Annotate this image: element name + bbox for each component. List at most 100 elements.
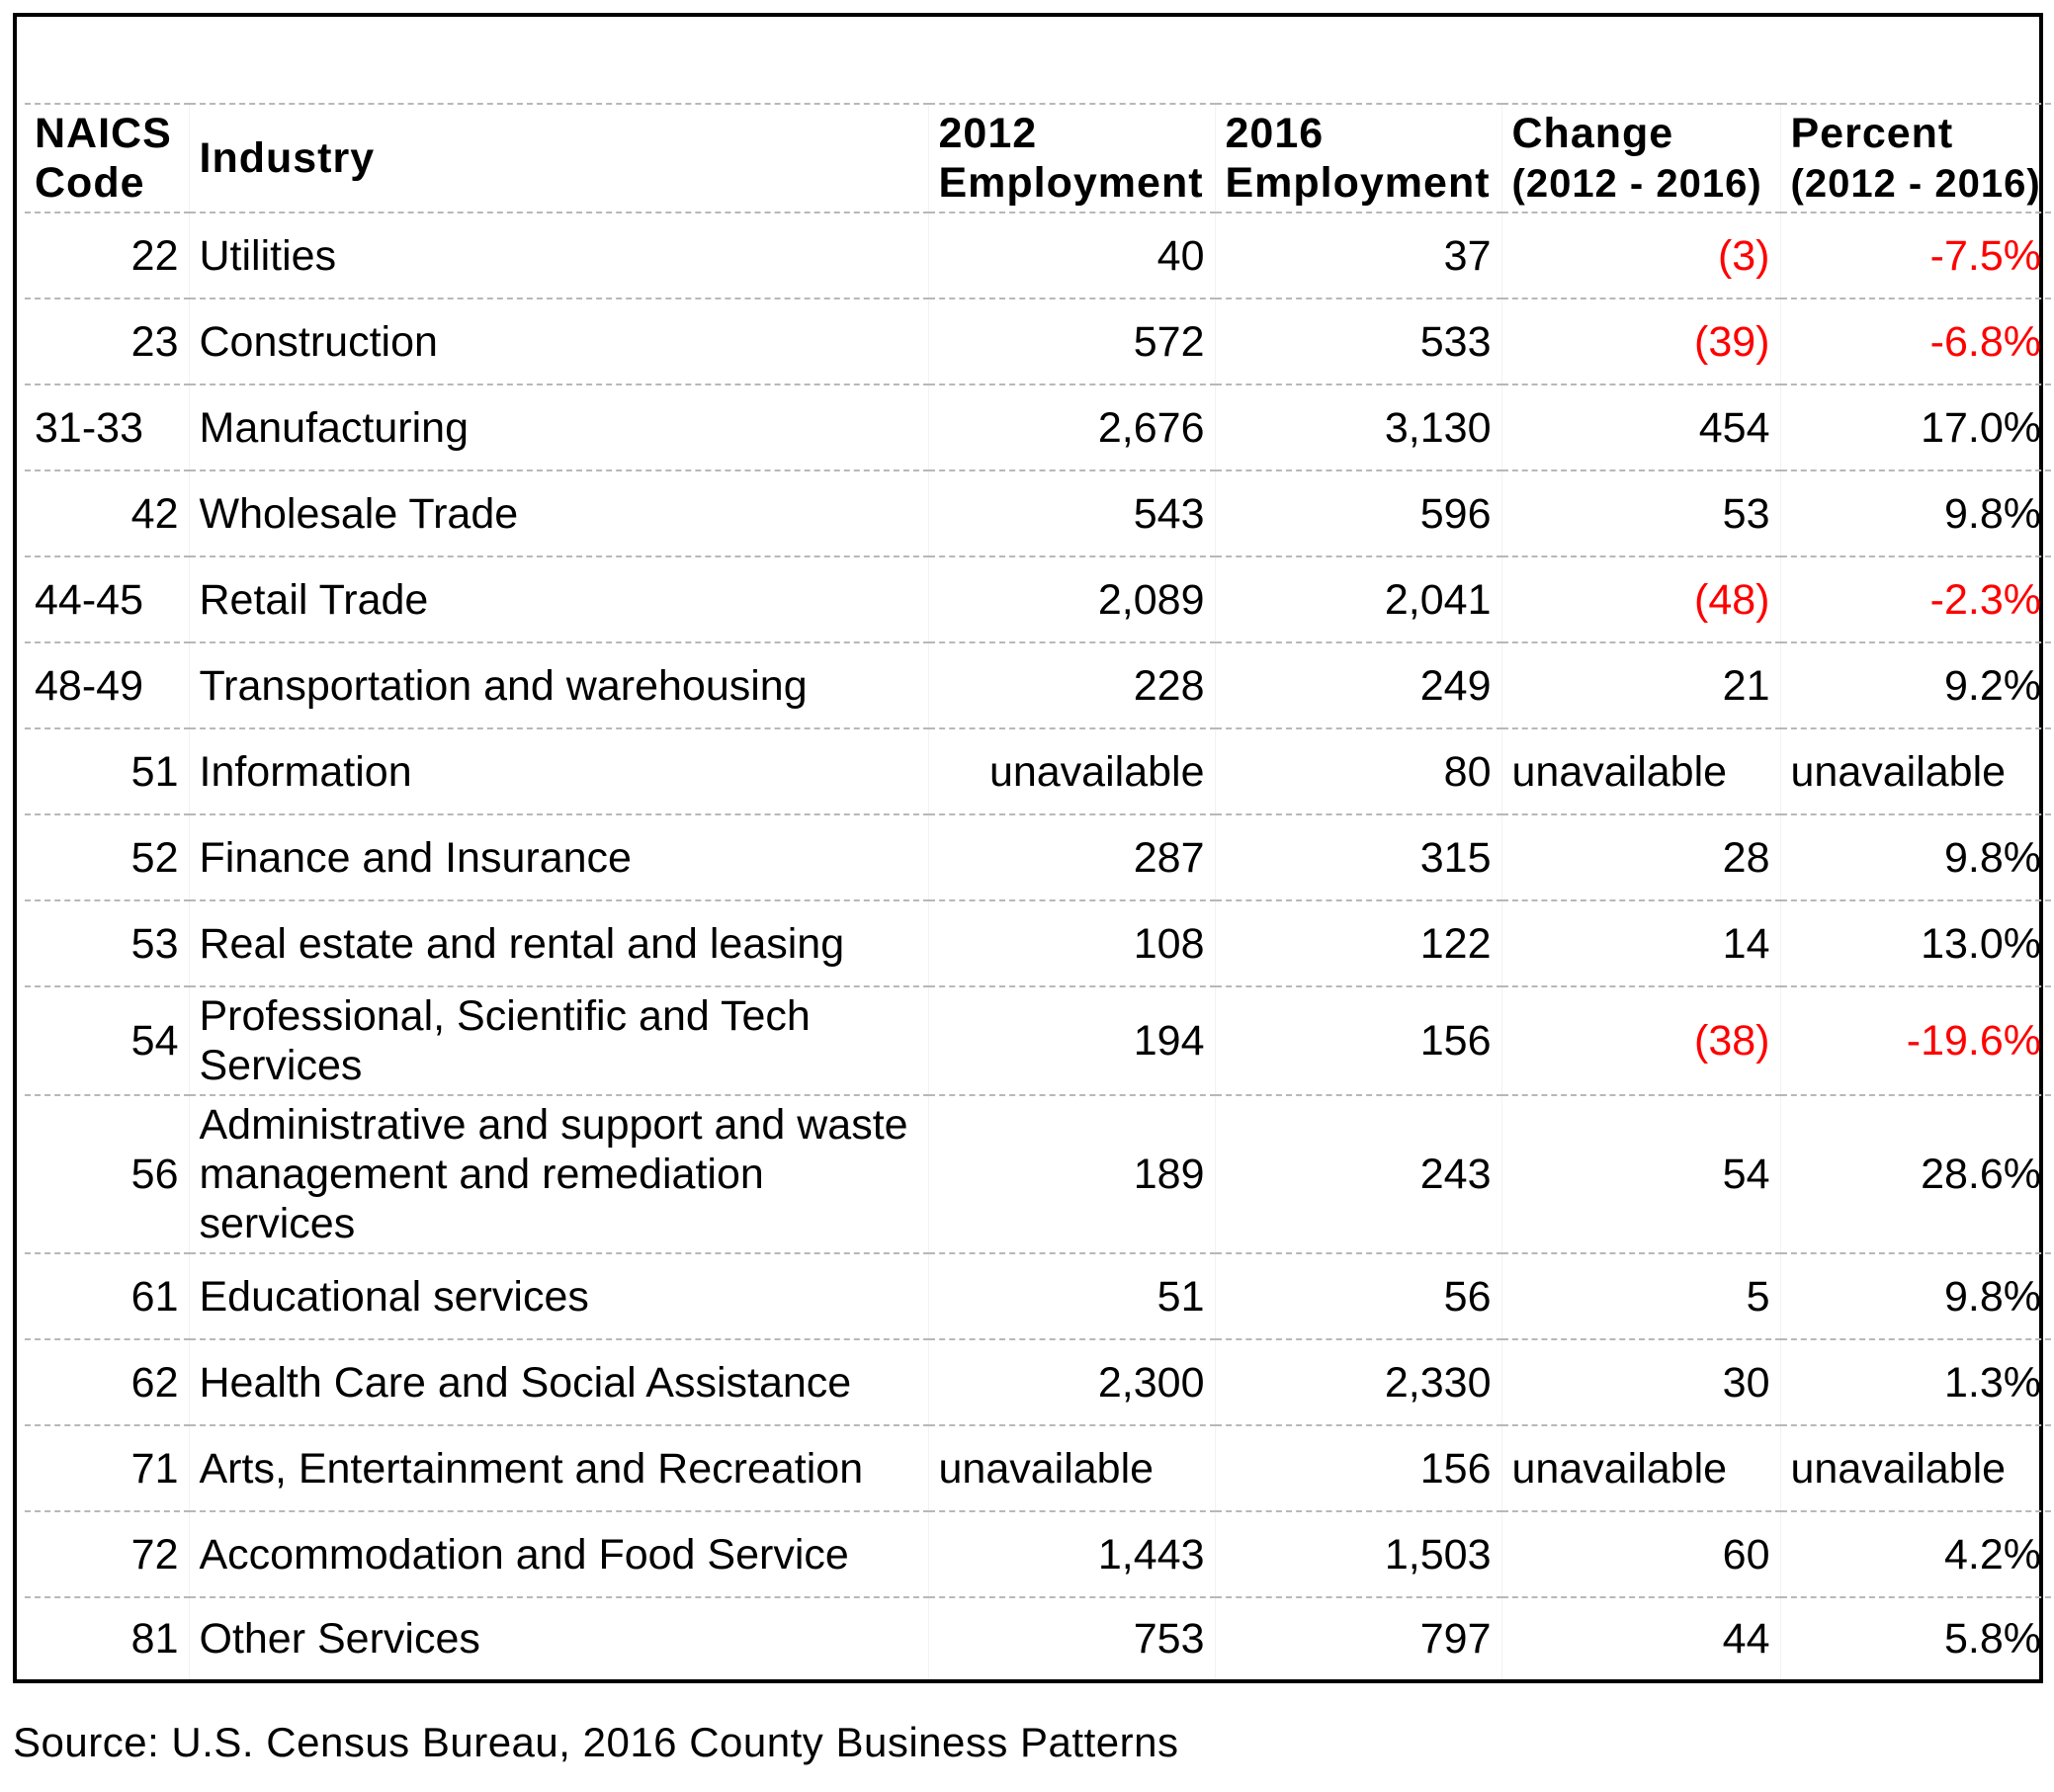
employment-2012-cell: 753 — [927, 1596, 1215, 1679]
employment-2012-cell: 40 — [927, 212, 1215, 299]
naics-code-cell: 52 — [25, 813, 189, 900]
employment-2016-cell: 122 — [1214, 899, 1501, 986]
employment-2012-cell: 2,676 — [927, 384, 1215, 470]
employment-2012-cell: 287 — [927, 813, 1215, 900]
change-cell: unavailable — [1500, 727, 1780, 814]
table-row: 62 Health Care and Social Assistance 2,300… — [25, 1338, 2051, 1425]
naics-code-cell: 62 — [25, 1338, 189, 1425]
table-row: 72 Accommodation and Food Service 1,443 1,5… — [25, 1510, 2051, 1597]
change-cell: (3) — [1500, 212, 1780, 299]
percent-cell: 28.6% — [1779, 1094, 2051, 1253]
employment-2016-cell: 797 — [1214, 1596, 1501, 1679]
employment-2012-cell: 572 — [927, 298, 1215, 384]
industry-cell: Information — [188, 727, 928, 814]
industry-cell: Administrative and support and waste man… — [188, 1094, 928, 1253]
industry-cell: Educational services — [188, 1252, 928, 1339]
change-cell: 44 — [1500, 1596, 1780, 1679]
employment-2012-cell: 543 — [927, 469, 1215, 556]
employment-2012-cell: 189 — [927, 1094, 1215, 1253]
change-cell: 5 — [1500, 1252, 1780, 1339]
change-cell: unavailable — [1500, 1424, 1780, 1511]
change-cell: (39) — [1500, 298, 1780, 384]
industry-cell: Finance and Insurance — [188, 813, 928, 900]
employment-2016-cell: 1,503 — [1214, 1510, 1501, 1597]
naics-code-cell: 31-33 — [25, 384, 189, 470]
percent-cell: 17.0% — [1779, 384, 2051, 470]
change-cell: 53 — [1500, 469, 1780, 556]
percent-cell: 9.2% — [1779, 641, 2051, 728]
employment-2012-cell: unavailable — [927, 1424, 1215, 1511]
naics-code-cell: 51 — [25, 727, 189, 814]
employment-2016-cell: 37 — [1214, 212, 1501, 299]
change-cell: 21 — [1500, 641, 1780, 728]
industry-cell: Wholesale Trade — [188, 469, 928, 556]
header-row: NAICS Code Industry 2012 Employment 2016 Em… — [25, 103, 2051, 213]
naics-code-cell: 22 — [25, 212, 189, 299]
employment-2016-cell: 3,130 — [1214, 384, 1501, 470]
naics-code-cell: 23 — [25, 298, 189, 384]
industry-cell: Health Care and Social Assistance — [188, 1338, 928, 1425]
employment-2016-cell: 249 — [1214, 641, 1501, 728]
percent-cell: 9.8% — [1779, 469, 2051, 556]
industry-cell: Utilities — [188, 212, 928, 299]
employment-2016-cell: 243 — [1214, 1094, 1501, 1253]
table-row: 44-45 Retail Trade 2,089 2,041 (48) -2.3% — [25, 555, 2051, 642]
industry-cell: Accommodation and Food Service — [188, 1510, 928, 1597]
naics-code-cell: 71 — [25, 1424, 189, 1511]
percent-cell: -7.5% — [1779, 212, 2051, 299]
table-frame: NAICS Code Industry 2012 Employment 2016 Em… — [13, 13, 2051, 1683]
employment-2012-cell: 2,300 — [927, 1338, 1215, 1425]
employment-2016-cell: 596 — [1214, 469, 1501, 556]
naics-code-cell: 54 — [25, 985, 189, 1095]
employment-2016-cell: 156 — [1214, 1424, 1501, 1511]
employment-2016-cell: 2,330 — [1214, 1338, 1501, 1425]
table-row: 71 Arts, Entertainment and Recreation unav… — [25, 1424, 2051, 1511]
source-note: Source: U.S. Census Bureau, 2016 County … — [13, 1719, 1179, 1765]
change-cell: 454 — [1500, 384, 1780, 470]
header-2012-employment: 2012 Employment — [927, 103, 1215, 213]
table-row: 42 Wholesale Trade 543 596 53 9.8% — [25, 469, 2051, 556]
naics-code-cell: 42 — [25, 469, 189, 556]
employment-2016-cell: 2,041 — [1214, 555, 1501, 642]
header-industry: Industry — [188, 103, 928, 213]
employment-2012-cell: 228 — [927, 641, 1215, 728]
percent-cell: 9.8% — [1779, 1252, 2051, 1339]
employment-2016-cell: 56 — [1214, 1252, 1501, 1339]
change-cell: (38) — [1500, 985, 1780, 1095]
industry-cell: Transportation and warehousing — [188, 641, 928, 728]
naics-code-cell: 56 — [25, 1094, 189, 1253]
employment-2012-cell: 2,089 — [927, 555, 1215, 642]
table-row: 56 Administrative and support and waste m… — [25, 1094, 2051, 1253]
percent-cell: -6.8% — [1779, 298, 2051, 384]
industry-cell: Retail Trade — [188, 555, 928, 642]
employment-2012-cell: 1,443 — [927, 1510, 1215, 1597]
table-row: 51 Information unavailable 80 unavailable una… — [25, 727, 2051, 814]
employment-2016-cell: 156 — [1214, 985, 1501, 1095]
naics-code-cell: 81 — [25, 1596, 189, 1679]
header-naics-code: NAICS Code — [25, 103, 189, 213]
table-row: 61 Educational services 51 56 5 9.8% — [25, 1252, 2051, 1339]
change-cell: (48) — [1500, 555, 1780, 642]
header-percent: Percent (2012 - 2016) — [1779, 103, 2051, 213]
percent-cell: -19.6% — [1779, 985, 2051, 1095]
table-row: 23 Construction 572 533 (39) -6.8% — [25, 298, 2051, 384]
table-row: 22 Utilities 40 37 (3) -7.5% — [25, 212, 2051, 299]
employment-table: NAICS Code Industry 2012 Employment 2016 Em… — [25, 103, 2051, 1679]
percent-cell: 1.3% — [1779, 1338, 2051, 1425]
percent-cell: 13.0% — [1779, 899, 2051, 986]
change-cell: 30 — [1500, 1338, 1780, 1425]
table-row: 48-49 Transportation and warehousing 228 24… — [25, 641, 2051, 728]
table-row: 81 Other Services 753 797 44 5.8% — [25, 1596, 2051, 1679]
naics-code-cell: 72 — [25, 1510, 189, 1597]
employment-2012-cell: 51 — [927, 1252, 1215, 1339]
employment-2012-cell: unavailable — [927, 727, 1215, 814]
industry-cell: Arts, Entertainment and Recreation — [188, 1424, 928, 1511]
header-2016-employment: 2016 Employment — [1214, 103, 1501, 213]
employment-2016-cell: 315 — [1214, 813, 1501, 900]
percent-cell: unavailable — [1779, 727, 2051, 814]
industry-cell: Manufacturing — [188, 384, 928, 470]
percent-cell: -2.3% — [1779, 555, 2051, 642]
percent-cell: 4.2% — [1779, 1510, 2051, 1597]
naics-code-cell: 48-49 — [25, 641, 189, 728]
naics-code-cell: 53 — [25, 899, 189, 986]
